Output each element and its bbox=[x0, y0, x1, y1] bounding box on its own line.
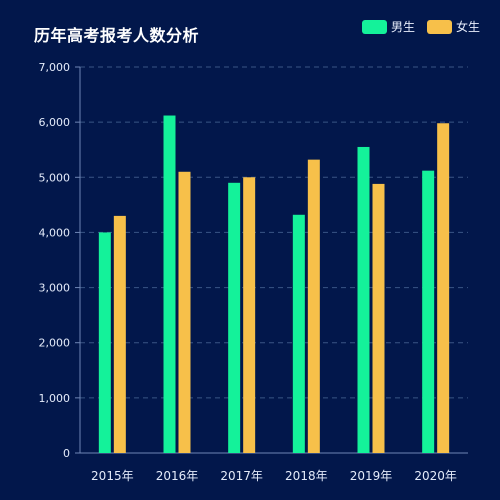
chart-title: 历年高考报考人数分析 bbox=[34, 26, 200, 45]
x-tick-label: 2020年 bbox=[414, 469, 457, 483]
bar-male bbox=[292, 214, 305, 453]
bar-female bbox=[307, 159, 320, 453]
bar-male bbox=[98, 232, 111, 453]
y-tick-label: 4,000 bbox=[39, 226, 71, 239]
x-tick-label: 2018年 bbox=[285, 469, 328, 483]
bar-male bbox=[163, 115, 176, 454]
legend-label-male: 男生 bbox=[390, 20, 415, 34]
bar-female bbox=[437, 123, 450, 453]
legend-swatch-male bbox=[361, 19, 387, 34]
x-tick-label: 2017年 bbox=[220, 469, 263, 483]
x-tick-label: 2015年 bbox=[91, 469, 134, 483]
bar-male bbox=[422, 170, 435, 453]
legend-label-female: 女生 bbox=[455, 20, 480, 34]
x-tick-label: 2019年 bbox=[350, 469, 393, 483]
bar-female bbox=[243, 177, 256, 454]
y-tick-label: 3,000 bbox=[39, 282, 71, 295]
bar-male bbox=[357, 146, 370, 453]
y-tick-label: 5,000 bbox=[39, 171, 71, 184]
chart-legend: 男生 女生 bbox=[361, 18, 480, 35]
bar-female bbox=[113, 215, 126, 453]
y-tick-label: 1,000 bbox=[39, 392, 71, 405]
y-tick-label: 6,000 bbox=[39, 116, 71, 129]
bar-female bbox=[372, 183, 385, 453]
legend-item-female[interactable]: 女生 bbox=[426, 18, 480, 35]
y-tick-label: 7,000 bbox=[39, 61, 71, 74]
y-tick-label: 0 bbox=[63, 447, 70, 460]
bar-female bbox=[178, 171, 191, 453]
legend-swatch-female bbox=[426, 19, 452, 34]
bar-male bbox=[228, 182, 241, 454]
y-tick-label: 2,000 bbox=[39, 337, 71, 350]
x-tick-label: 2016年 bbox=[156, 469, 199, 483]
legend-item-male[interactable]: 男生 bbox=[361, 18, 415, 35]
